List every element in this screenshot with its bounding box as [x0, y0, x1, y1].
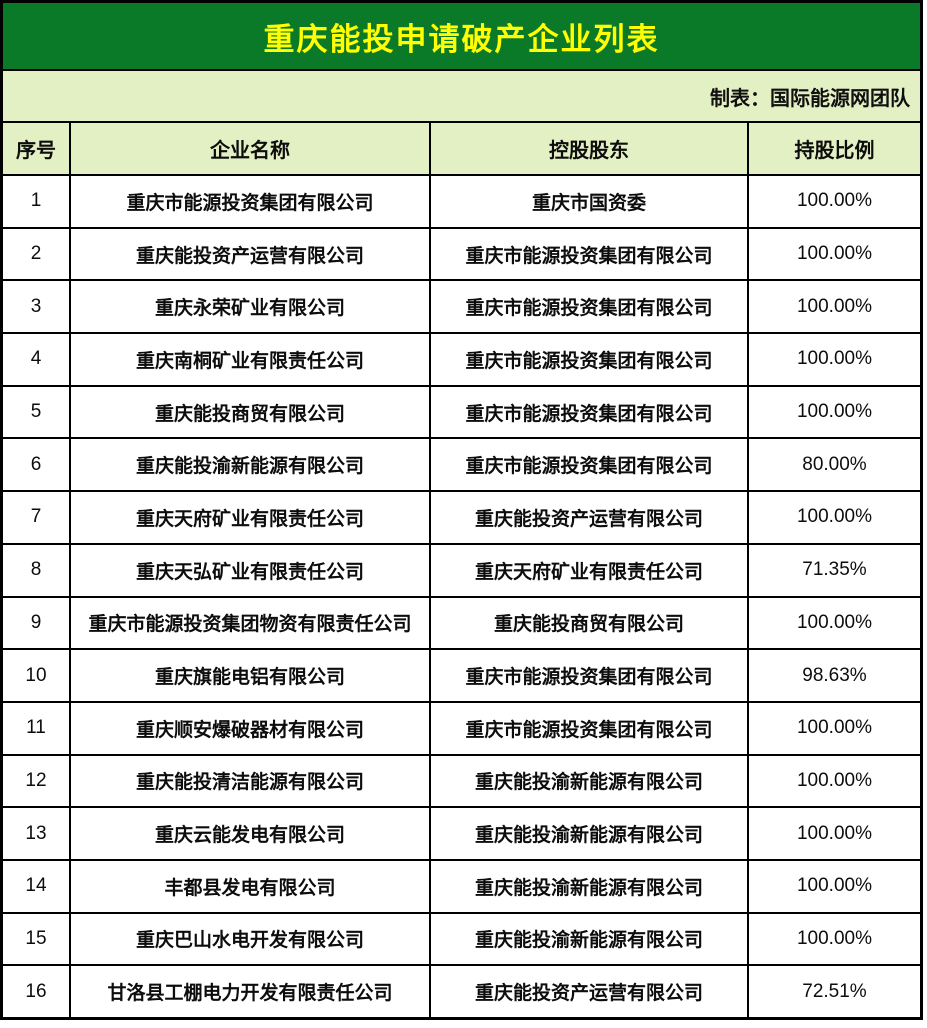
row-number-cell: 13: [3, 808, 71, 859]
credit-label: 制表：国际能源网团队: [710, 87, 910, 110]
shareholder-cell: 重庆能投渝新能源有限公司: [431, 860, 749, 912]
ratio-cell: 98.63%: [802, 664, 867, 686]
table-row: 8 重庆天弘矿业有限责任公司 重庆天府矿业有限责任公司 71.35%: [3, 544, 920, 598]
credit-bar: 制表：国际能源网团队: [3, 71, 920, 123]
table-row: 12 重庆能投清洁能源有限公司 重庆能投渝新能源有限公司 100.00%: [3, 755, 920, 809]
ratio-cell: 100.00%: [796, 611, 872, 633]
column-header-index: 序号: [3, 123, 71, 174]
table-row: 6 重庆能投渝新能源有限公司 重庆市能源投资集团有限公司 80.00%: [3, 439, 920, 493]
row-number-cell: 16: [3, 966, 71, 1017]
row-number-cell: 7: [3, 492, 71, 543]
ratio-cell: 100.00%: [796, 506, 872, 528]
shareholder-cell: 重庆能投资产运营有限公司: [431, 966, 749, 1017]
company-cell: 重庆能投资产运营有限公司: [71, 228, 431, 280]
column-header-company: 企业名称: [71, 123, 431, 174]
table-row: 15 重庆巴山水电开发有限公司 重庆能投渝新能源有限公司 100.00%: [3, 913, 920, 967]
table-row: 7 重庆天府矿业有限责任公司 重庆能投资产运营有限公司 100.00%: [3, 492, 920, 545]
shareholder-cell: 重庆市能源投资集团有限公司: [431, 386, 749, 438]
shareholder-cell: 重庆市国资委: [431, 176, 749, 227]
ratio-cell: 100.00%: [796, 769, 872, 791]
company-cell: 重庆能投商贸有限公司: [71, 386, 431, 438]
row-number-cell: 4: [3, 334, 71, 385]
shareholder-cell: 重庆市能源投资集团有限公司: [431, 281, 749, 333]
shareholder-cell: 重庆市能源投资集团有限公司: [431, 650, 749, 701]
row-number-cell: 9: [3, 597, 71, 649]
column-header-ratio: 持股比例: [794, 140, 875, 162]
ratio-cell: 100.00%: [796, 822, 872, 844]
shareholder-cell: 重庆能投商贸有限公司: [431, 597, 749, 649]
ratio-cell: 100.00%: [796, 190, 872, 212]
row-number-cell: 1: [3, 176, 71, 227]
company-cell: 重庆天弘矿业有限责任公司: [71, 544, 431, 596]
table-row: 1 重庆市能源投资集团有限公司 重庆市国资委 100.00%: [3, 176, 920, 229]
ratio-cell: 100.00%: [796, 243, 872, 265]
company-cell: 重庆能投清洁能源有限公司: [71, 755, 431, 807]
ratio-cell: 100.00%: [796, 348, 872, 370]
row-number-cell: 14: [3, 860, 71, 912]
row-number-cell: 6: [3, 439, 71, 491]
row-number-cell: 15: [3, 913, 71, 965]
table-row: 4 重庆南桐矿业有限责任公司 重庆市能源投资集团有限公司 100.00%: [3, 334, 920, 387]
company-cell: 重庆永荣矿业有限公司: [71, 281, 431, 333]
table-row: 3 重庆永荣矿业有限公司 重庆市能源投资集团有限公司 100.00%: [3, 281, 920, 335]
shareholder-cell: 重庆能投资产运营有限公司: [431, 492, 749, 543]
company-cell: 重庆巴山水电开发有限公司: [71, 913, 431, 965]
page-title: 重庆能投申请破产企业列表: [263, 21, 660, 57]
table-row: 14 丰都县发电有限公司 重庆能投渝新能源有限公司 100.00%: [3, 860, 920, 914]
company-cell: 重庆天府矿业有限责任公司: [71, 492, 431, 543]
shareholder-cell: 重庆市能源投资集团有限公司: [431, 228, 749, 280]
company-cell: 丰都县发电有限公司: [71, 860, 431, 912]
table-row: 13 重庆云能发电有限公司 重庆能投渝新能源有限公司 100.00%: [3, 808, 920, 861]
row-number-cell: 5: [3, 386, 71, 438]
ratio-cell: 100.00%: [796, 927, 872, 949]
ratio-cell: 100.00%: [796, 401, 872, 423]
company-cell: 重庆顺安爆破器材有限公司: [71, 702, 431, 754]
shareholder-cell: 重庆能投渝新能源有限公司: [431, 755, 749, 807]
row-number-cell: 8: [3, 544, 71, 596]
company-cell: 重庆云能发电有限公司: [71, 808, 431, 859]
table-row: 9 重庆市能源投资集团物资有限责任公司 重庆能投商贸有限公司 100.00%: [3, 597, 920, 651]
company-cell: 重庆南桐矿业有限责任公司: [71, 334, 431, 385]
ratio-cell: 100.00%: [796, 295, 872, 317]
company-cell: 重庆市能源投资集团物资有限责任公司: [71, 597, 431, 649]
company-cell: 甘洛县工棚电力开发有限责任公司: [71, 966, 431, 1017]
table-row: 5 重庆能投商贸有限公司 重庆市能源投资集团有限公司 100.00%: [3, 386, 920, 440]
shareholder-cell: 重庆市能源投资集团有限公司: [431, 334, 749, 385]
company-cell: 重庆市能源投资集团有限公司: [71, 176, 431, 227]
row-number-cell: 12: [3, 755, 71, 807]
company-cell: 重庆旗能电铝有限公司: [71, 650, 431, 701]
row-number-cell: 11: [3, 702, 71, 754]
row-number-cell: 10: [3, 650, 71, 701]
column-header-shareholder: 控股股东: [431, 123, 749, 174]
table-row: 10 重庆旗能电铝有限公司 重庆市能源投资集团有限公司 98.63%: [3, 650, 920, 703]
table-row: 2 重庆能投资产运营有限公司 重庆市能源投资集团有限公司 100.00%: [3, 228, 920, 282]
ratio-cell: 71.35%: [802, 559, 867, 581]
shareholder-cell: 重庆市能源投资集团有限公司: [431, 702, 749, 754]
shareholder-cell: 重庆能投渝新能源有限公司: [431, 808, 749, 859]
ratio-cell: 100.00%: [796, 875, 872, 897]
ratio-cell: 100.00%: [796, 717, 872, 739]
ratio-cell: 80.00%: [802, 453, 867, 475]
table-row: 11 重庆顺安爆破器材有限公司 重庆市能源投资集团有限公司 100.00%: [3, 702, 920, 756]
table-row: 16 甘洛县工棚电力开发有限责任公司 重庆能投资产运营有限公司 72.51%: [3, 966, 920, 1017]
company-cell: 重庆能投渝新能源有限公司: [71, 439, 431, 491]
row-number-cell: 2: [3, 228, 71, 280]
table-header-row: 序号 企业名称 控股股东 持股比例: [3, 123, 920, 176]
shareholder-cell: 重庆能投渝新能源有限公司: [431, 913, 749, 965]
ratio-cell: 72.51%: [802, 980, 867, 1002]
shareholder-cell: 重庆天府矿业有限责任公司: [431, 544, 749, 596]
shareholder-cell: 重庆市能源投资集团有限公司: [431, 439, 749, 491]
title-bar: 重庆能投申请破产企业列表: [3, 3, 920, 71]
row-number-cell: 3: [3, 281, 71, 333]
